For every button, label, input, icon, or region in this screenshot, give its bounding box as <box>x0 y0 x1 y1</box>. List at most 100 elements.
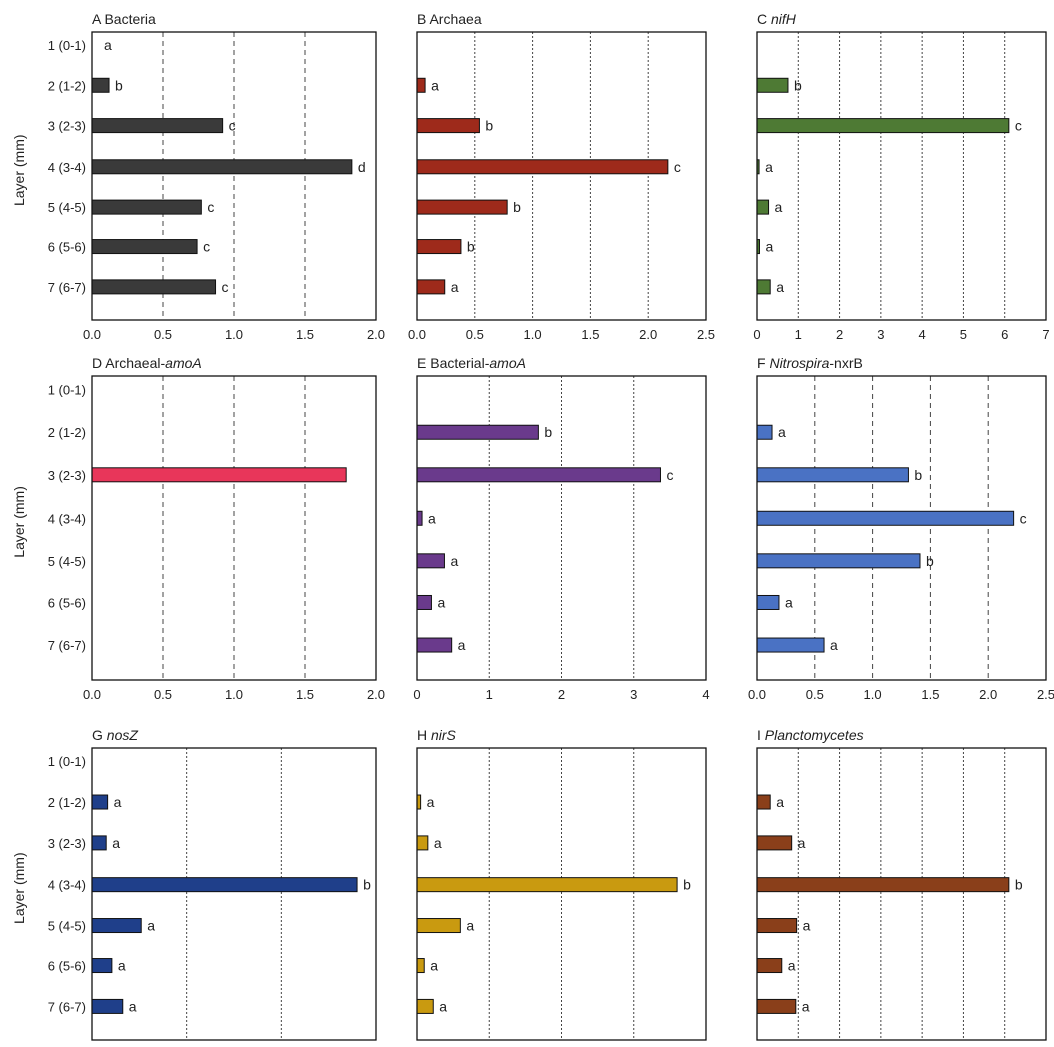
panel-title: C nifH <box>757 11 797 27</box>
significance-label: a <box>785 594 793 610</box>
x-tick-label: 0.5 <box>154 687 172 702</box>
panel-title: H nirS <box>417 727 457 743</box>
significance-label: b <box>794 77 802 93</box>
significance-label: a <box>798 835 806 851</box>
category-label: 2 (1-2) <box>48 425 86 440</box>
bar <box>416 958 425 974</box>
bar <box>91 239 198 255</box>
significance-label: a <box>427 794 435 810</box>
panel-title: A Bacteria <box>92 11 156 27</box>
bar <box>416 594 432 610</box>
bar <box>91 77 110 93</box>
significance-label: c <box>1015 118 1022 134</box>
bar <box>756 199 770 215</box>
x-tick-label: 2 <box>558 687 565 702</box>
bar <box>756 467 909 483</box>
category-label: 3 (2-3) <box>48 119 86 134</box>
x-tick-label: 3 <box>630 687 637 702</box>
x-tick-label: 1.5 <box>296 687 314 702</box>
x-tick-label: 1.5 <box>921 687 939 702</box>
x-tick-label: 2.0 <box>979 687 997 702</box>
plot-frame <box>91 375 377 681</box>
x-tick-label: 2.0 <box>367 327 385 342</box>
bar <box>416 835 429 851</box>
category-label: 5 (4-5) <box>48 200 86 215</box>
bar <box>91 794 109 810</box>
significance-label: b <box>513 199 521 215</box>
x-tick-label: 2.5 <box>697 327 715 342</box>
bar <box>756 510 1015 526</box>
bar <box>756 553 921 569</box>
bar <box>416 467 661 483</box>
significance-label: b <box>467 239 475 255</box>
x-tick-label: 1.5 <box>581 327 599 342</box>
bar <box>91 199 202 215</box>
significance-label: a <box>434 835 442 851</box>
significance-label: b <box>485 118 493 134</box>
category-label: 7 (6-7) <box>48 999 86 1014</box>
bar <box>756 77 789 93</box>
panel-g: aabaaa02461 (0-1)2 (1-2)3 (2-3)4 (3-4)5 … <box>11 727 377 1041</box>
significance-label: a <box>431 77 439 93</box>
panel-b: a b c b b a 0.0 0.5 1.0 1.5 2.0 2.5 B Archaea <box>408 11 715 342</box>
panel-title: G nosZ <box>92 727 138 743</box>
x-tick-label: 3 <box>877 327 884 342</box>
significance-label: a <box>129 998 137 1014</box>
category-label: 6 (5-6) <box>48 240 86 255</box>
significance-label: c <box>222 279 229 295</box>
significance-label: c <box>1020 510 1027 526</box>
x-tick-label: 6 <box>1001 327 1008 342</box>
significance-label: b <box>115 77 123 93</box>
significance-label: b <box>544 424 552 440</box>
panel-h: aabaaa02468H nirS <box>416 727 707 1041</box>
panel-title: E Bacterial-amoA <box>417 355 526 371</box>
significance-label: a <box>765 159 773 175</box>
significance-label: b <box>683 877 691 893</box>
significance-label: a <box>430 958 438 974</box>
panel-a: a b c d c c c 0.0 0.5 1.0 1.5 2.0 1 (0-1) 2 (1-2) 3 (2… <box>11 11 385 342</box>
bar <box>756 424 773 440</box>
x-tick-label: 0.5 <box>806 687 824 702</box>
x-tick-label: 1 <box>486 687 493 702</box>
bar <box>416 877 678 893</box>
bar <box>756 877 1010 893</box>
panel-f: a b c b a a 0.0 0.5 1.0 1.5 2.0 2.5 F Nitrospira-nxr… <box>748 355 1054 702</box>
bar <box>756 998 797 1014</box>
bar <box>416 77 426 93</box>
panel-title: D Archaeal-amoA <box>92 355 202 371</box>
bar <box>416 553 445 569</box>
significance-label: a <box>776 279 784 295</box>
category-label: 4 (3-4) <box>48 878 86 893</box>
x-tick-label: 1.0 <box>864 687 882 702</box>
significance-label: a <box>458 637 466 653</box>
significance-label: a <box>428 510 436 526</box>
x-tick-label: 0.0 <box>748 687 766 702</box>
bar <box>91 998 124 1014</box>
significance-label: b <box>926 553 934 569</box>
significance-label: a <box>775 199 783 215</box>
panel-i: aabaaa0.00.51.01.52.02.53.03.5I Planctom… <box>756 727 1047 1041</box>
significance-label: a <box>765 239 773 255</box>
x-tick-label: 1 <box>795 327 802 342</box>
significance-label: a <box>830 637 838 653</box>
x-tick-label: 5 <box>960 327 967 342</box>
significance-label: a <box>803 918 811 934</box>
significance-label: c <box>666 467 673 483</box>
bar <box>416 118 480 134</box>
x-tick-label: 0.5 <box>466 327 484 342</box>
significance-label: c <box>207 199 214 215</box>
category-label: 6 (5-6) <box>48 595 86 610</box>
y-axis-label: Layer (mm) <box>11 486 27 558</box>
bar <box>416 199 508 215</box>
x-tick-label: 0.5 <box>154 327 172 342</box>
category-label: 6 (5-6) <box>48 959 86 974</box>
category-label: 1 (0-1) <box>48 383 86 398</box>
bar <box>756 958 783 974</box>
category-label: 5 (4-5) <box>48 919 86 934</box>
plot-frame <box>756 31 1047 321</box>
panel-title: B Archaea <box>417 11 482 27</box>
bar <box>756 835 793 851</box>
category-label: 4 (3-4) <box>48 160 86 175</box>
significance-label: a <box>118 958 126 974</box>
